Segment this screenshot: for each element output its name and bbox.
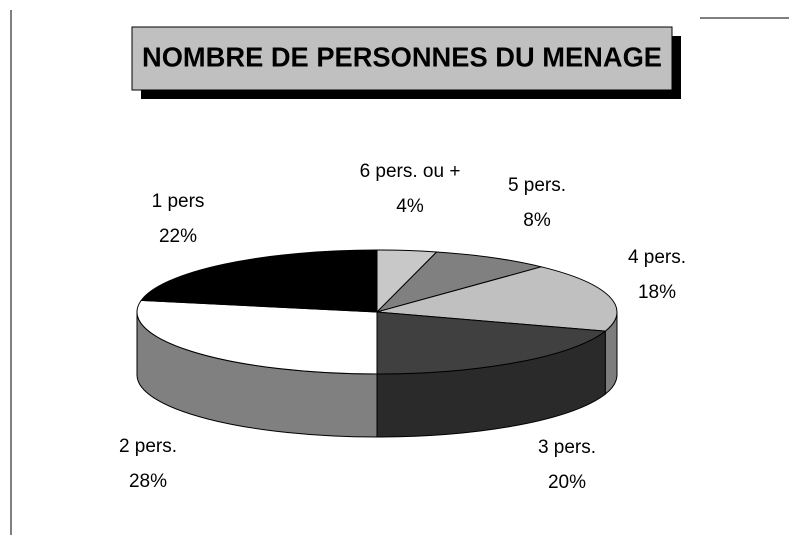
slice-label: 5 pers. (508, 175, 566, 196)
slice-label: 2 pers. (119, 436, 177, 457)
slice-value-label: 20% (548, 472, 586, 493)
pie-slice (136, 299, 378, 375)
slice-value-label: 18% (638, 282, 676, 303)
slice-label: 4 pers. (628, 247, 686, 268)
slice-value-label: 8% (523, 210, 551, 231)
pie-slice (140, 249, 378, 313)
chart-title: NOMBRE DE PERSONNES DU MENAGE (142, 41, 662, 72)
slice-value-label: 4% (396, 196, 424, 217)
slice-label: 1 pers (152, 191, 205, 212)
slice-value-label: 28% (129, 471, 167, 492)
slice-label: 6 pers. ou + (360, 161, 461, 182)
slice-label: 3 pers. (538, 437, 596, 458)
pie-slice (376, 266, 618, 332)
pie-slice (375, 251, 544, 313)
title-box (131, 26, 673, 91)
slice-value-label: 22% (159, 226, 197, 247)
pie-slice (376, 311, 607, 375)
